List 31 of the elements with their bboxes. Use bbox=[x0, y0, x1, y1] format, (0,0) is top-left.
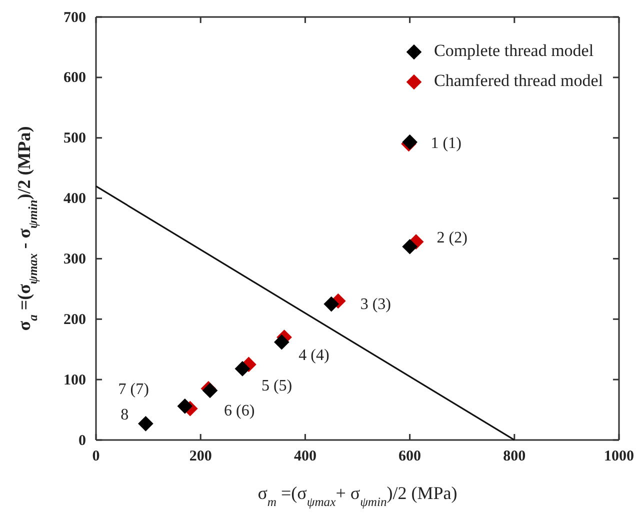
annotation: 7 (7) bbox=[118, 380, 149, 398]
x-tick-label: 200 bbox=[189, 448, 212, 465]
y-tick-label: 500 bbox=[64, 130, 86, 147]
x-tick-label: 400 bbox=[294, 448, 316, 465]
annotation: 3 (3) bbox=[360, 296, 392, 313]
y-tick-label: 400 bbox=[64, 191, 86, 208]
point bbox=[177, 398, 193, 414]
x-tick-label: 0 bbox=[92, 448, 100, 465]
x-axis-title: σ$_{m}$ =(σ$_{ψmax}$+ σ$_{ψmin}$)/2 (MPa) bbox=[258, 483, 458, 509]
y-tick-label: 100 bbox=[64, 372, 86, 388]
y-tick-label: 0 bbox=[78, 432, 86, 449]
point bbox=[324, 296, 340, 312]
x-tick-label: 1000 bbox=[604, 448, 634, 465]
annotation: 2 (2) bbox=[436, 229, 468, 246]
point bbox=[234, 361, 250, 376]
point bbox=[138, 416, 154, 432]
legend-label: Complete thread model bbox=[434, 40, 594, 60]
y-tick-label: 600 bbox=[64, 70, 86, 86]
annotation: 6 (6) bbox=[224, 402, 255, 420]
annotation: 5 (5) bbox=[261, 377, 292, 394]
y-tick-label: 300 bbox=[64, 252, 86, 268]
point bbox=[402, 238, 418, 254]
annotation: 8 bbox=[120, 406, 129, 424]
point bbox=[274, 334, 290, 350]
x-tick-label: 600 bbox=[398, 448, 422, 465]
legend-label: Chamfered thread model bbox=[434, 70, 604, 90]
x-tick-label: 800 bbox=[503, 448, 526, 465]
annotation: 4 (4) bbox=[298, 346, 330, 364]
y-tick-label: 700 bbox=[64, 10, 86, 26]
annotation: 1 (1) bbox=[430, 134, 462, 152]
y-tick-label: 200 bbox=[64, 312, 86, 328]
